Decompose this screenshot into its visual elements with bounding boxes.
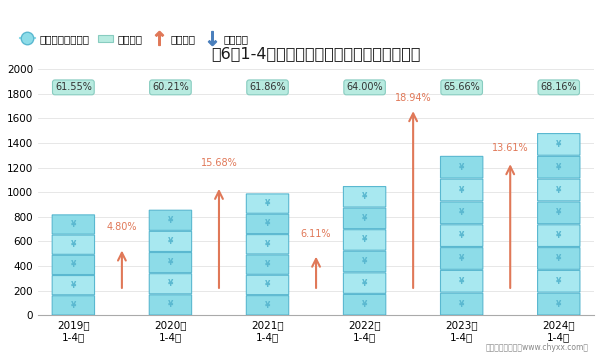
Text: ¥: ¥	[168, 279, 173, 288]
Text: ¥: ¥	[362, 300, 367, 309]
FancyBboxPatch shape	[149, 274, 192, 294]
Text: ¥: ¥	[168, 237, 173, 246]
Title: 近6年1-4月北京市累计原保险保费收入统计图: 近6年1-4月北京市累计原保险保费收入统计图	[212, 46, 421, 61]
Text: ¥: ¥	[168, 216, 173, 225]
Text: ¥: ¥	[265, 301, 270, 310]
FancyBboxPatch shape	[149, 231, 192, 251]
Text: ¥: ¥	[362, 257, 367, 266]
Text: ¥: ¥	[168, 258, 173, 267]
FancyBboxPatch shape	[537, 271, 580, 292]
FancyBboxPatch shape	[441, 202, 483, 224]
Text: ¥: ¥	[265, 199, 270, 208]
Text: 61.86%: 61.86%	[249, 82, 286, 92]
Text: ¥: ¥	[556, 163, 561, 172]
FancyBboxPatch shape	[246, 255, 288, 274]
Text: 61.55%: 61.55%	[55, 82, 92, 92]
Text: ¥: ¥	[459, 254, 465, 263]
FancyBboxPatch shape	[537, 293, 580, 315]
Text: 68.16%: 68.16%	[540, 82, 577, 92]
Text: ¥: ¥	[556, 231, 561, 240]
FancyBboxPatch shape	[149, 252, 192, 273]
FancyBboxPatch shape	[537, 225, 580, 246]
FancyBboxPatch shape	[343, 273, 386, 293]
Text: ¥: ¥	[265, 240, 270, 249]
Text: ¥: ¥	[362, 192, 367, 201]
Text: ¥: ¥	[459, 277, 465, 286]
Text: ¥: ¥	[459, 163, 465, 172]
FancyBboxPatch shape	[343, 187, 386, 207]
Text: 4.80%: 4.80%	[106, 222, 137, 232]
Text: ¥: ¥	[556, 185, 561, 194]
Text: ¥: ¥	[71, 281, 76, 290]
FancyBboxPatch shape	[246, 295, 288, 315]
Text: ¥: ¥	[265, 260, 270, 269]
FancyBboxPatch shape	[343, 294, 386, 315]
Text: ¥: ¥	[556, 299, 561, 309]
Text: ¥: ¥	[71, 240, 76, 249]
FancyBboxPatch shape	[441, 225, 483, 246]
FancyBboxPatch shape	[537, 156, 580, 178]
Text: ¥: ¥	[71, 301, 76, 310]
FancyBboxPatch shape	[537, 179, 580, 201]
FancyBboxPatch shape	[343, 208, 386, 229]
Text: 60.21%: 60.21%	[152, 82, 189, 92]
Text: ¥: ¥	[459, 185, 465, 194]
FancyBboxPatch shape	[537, 248, 580, 269]
FancyBboxPatch shape	[441, 293, 483, 315]
FancyBboxPatch shape	[246, 194, 288, 213]
Text: ¥: ¥	[459, 231, 465, 240]
Text: ¥: ¥	[265, 219, 270, 229]
Text: 18.94%: 18.94%	[395, 93, 432, 103]
Text: 65.66%: 65.66%	[444, 82, 480, 92]
Text: ¥: ¥	[71, 220, 76, 229]
FancyBboxPatch shape	[441, 156, 483, 178]
Text: ¥: ¥	[362, 235, 367, 245]
FancyBboxPatch shape	[52, 215, 94, 234]
Text: ¥: ¥	[362, 214, 367, 223]
Legend: 累计保费（亿元）, 寿险占比, 同比增加, 同比减少: 累计保费（亿元）, 寿险占比, 同比增加, 同比减少	[16, 30, 253, 48]
FancyBboxPatch shape	[52, 255, 94, 274]
Text: 13.61%: 13.61%	[492, 143, 528, 153]
FancyBboxPatch shape	[343, 230, 386, 250]
Text: ¥: ¥	[71, 261, 76, 269]
FancyBboxPatch shape	[149, 295, 192, 315]
FancyBboxPatch shape	[52, 276, 94, 295]
Text: ¥: ¥	[265, 281, 270, 289]
Text: 15.68%: 15.68%	[201, 157, 237, 168]
FancyBboxPatch shape	[537, 202, 580, 224]
Text: ¥: ¥	[556, 208, 561, 217]
Text: ¥: ¥	[459, 208, 465, 217]
FancyBboxPatch shape	[246, 275, 288, 295]
Text: ¥: ¥	[459, 299, 465, 309]
FancyBboxPatch shape	[246, 214, 288, 234]
Text: ¥: ¥	[556, 277, 561, 286]
FancyBboxPatch shape	[441, 271, 483, 292]
FancyBboxPatch shape	[343, 251, 386, 272]
Text: 6.11%: 6.11%	[301, 229, 331, 239]
Text: 64.00%: 64.00%	[346, 82, 383, 92]
FancyBboxPatch shape	[52, 296, 94, 315]
FancyBboxPatch shape	[441, 179, 483, 201]
Text: ¥: ¥	[556, 140, 561, 149]
FancyBboxPatch shape	[149, 210, 192, 230]
FancyBboxPatch shape	[246, 235, 288, 254]
FancyBboxPatch shape	[441, 248, 483, 269]
Text: ¥: ¥	[168, 300, 173, 309]
FancyBboxPatch shape	[52, 235, 94, 254]
Text: ¥: ¥	[362, 279, 367, 288]
Text: 制图：智研咨询（www.chyxx.com）: 制图：智研咨询（www.chyxx.com）	[486, 344, 589, 352]
FancyBboxPatch shape	[537, 134, 580, 155]
Text: ¥: ¥	[556, 254, 561, 263]
